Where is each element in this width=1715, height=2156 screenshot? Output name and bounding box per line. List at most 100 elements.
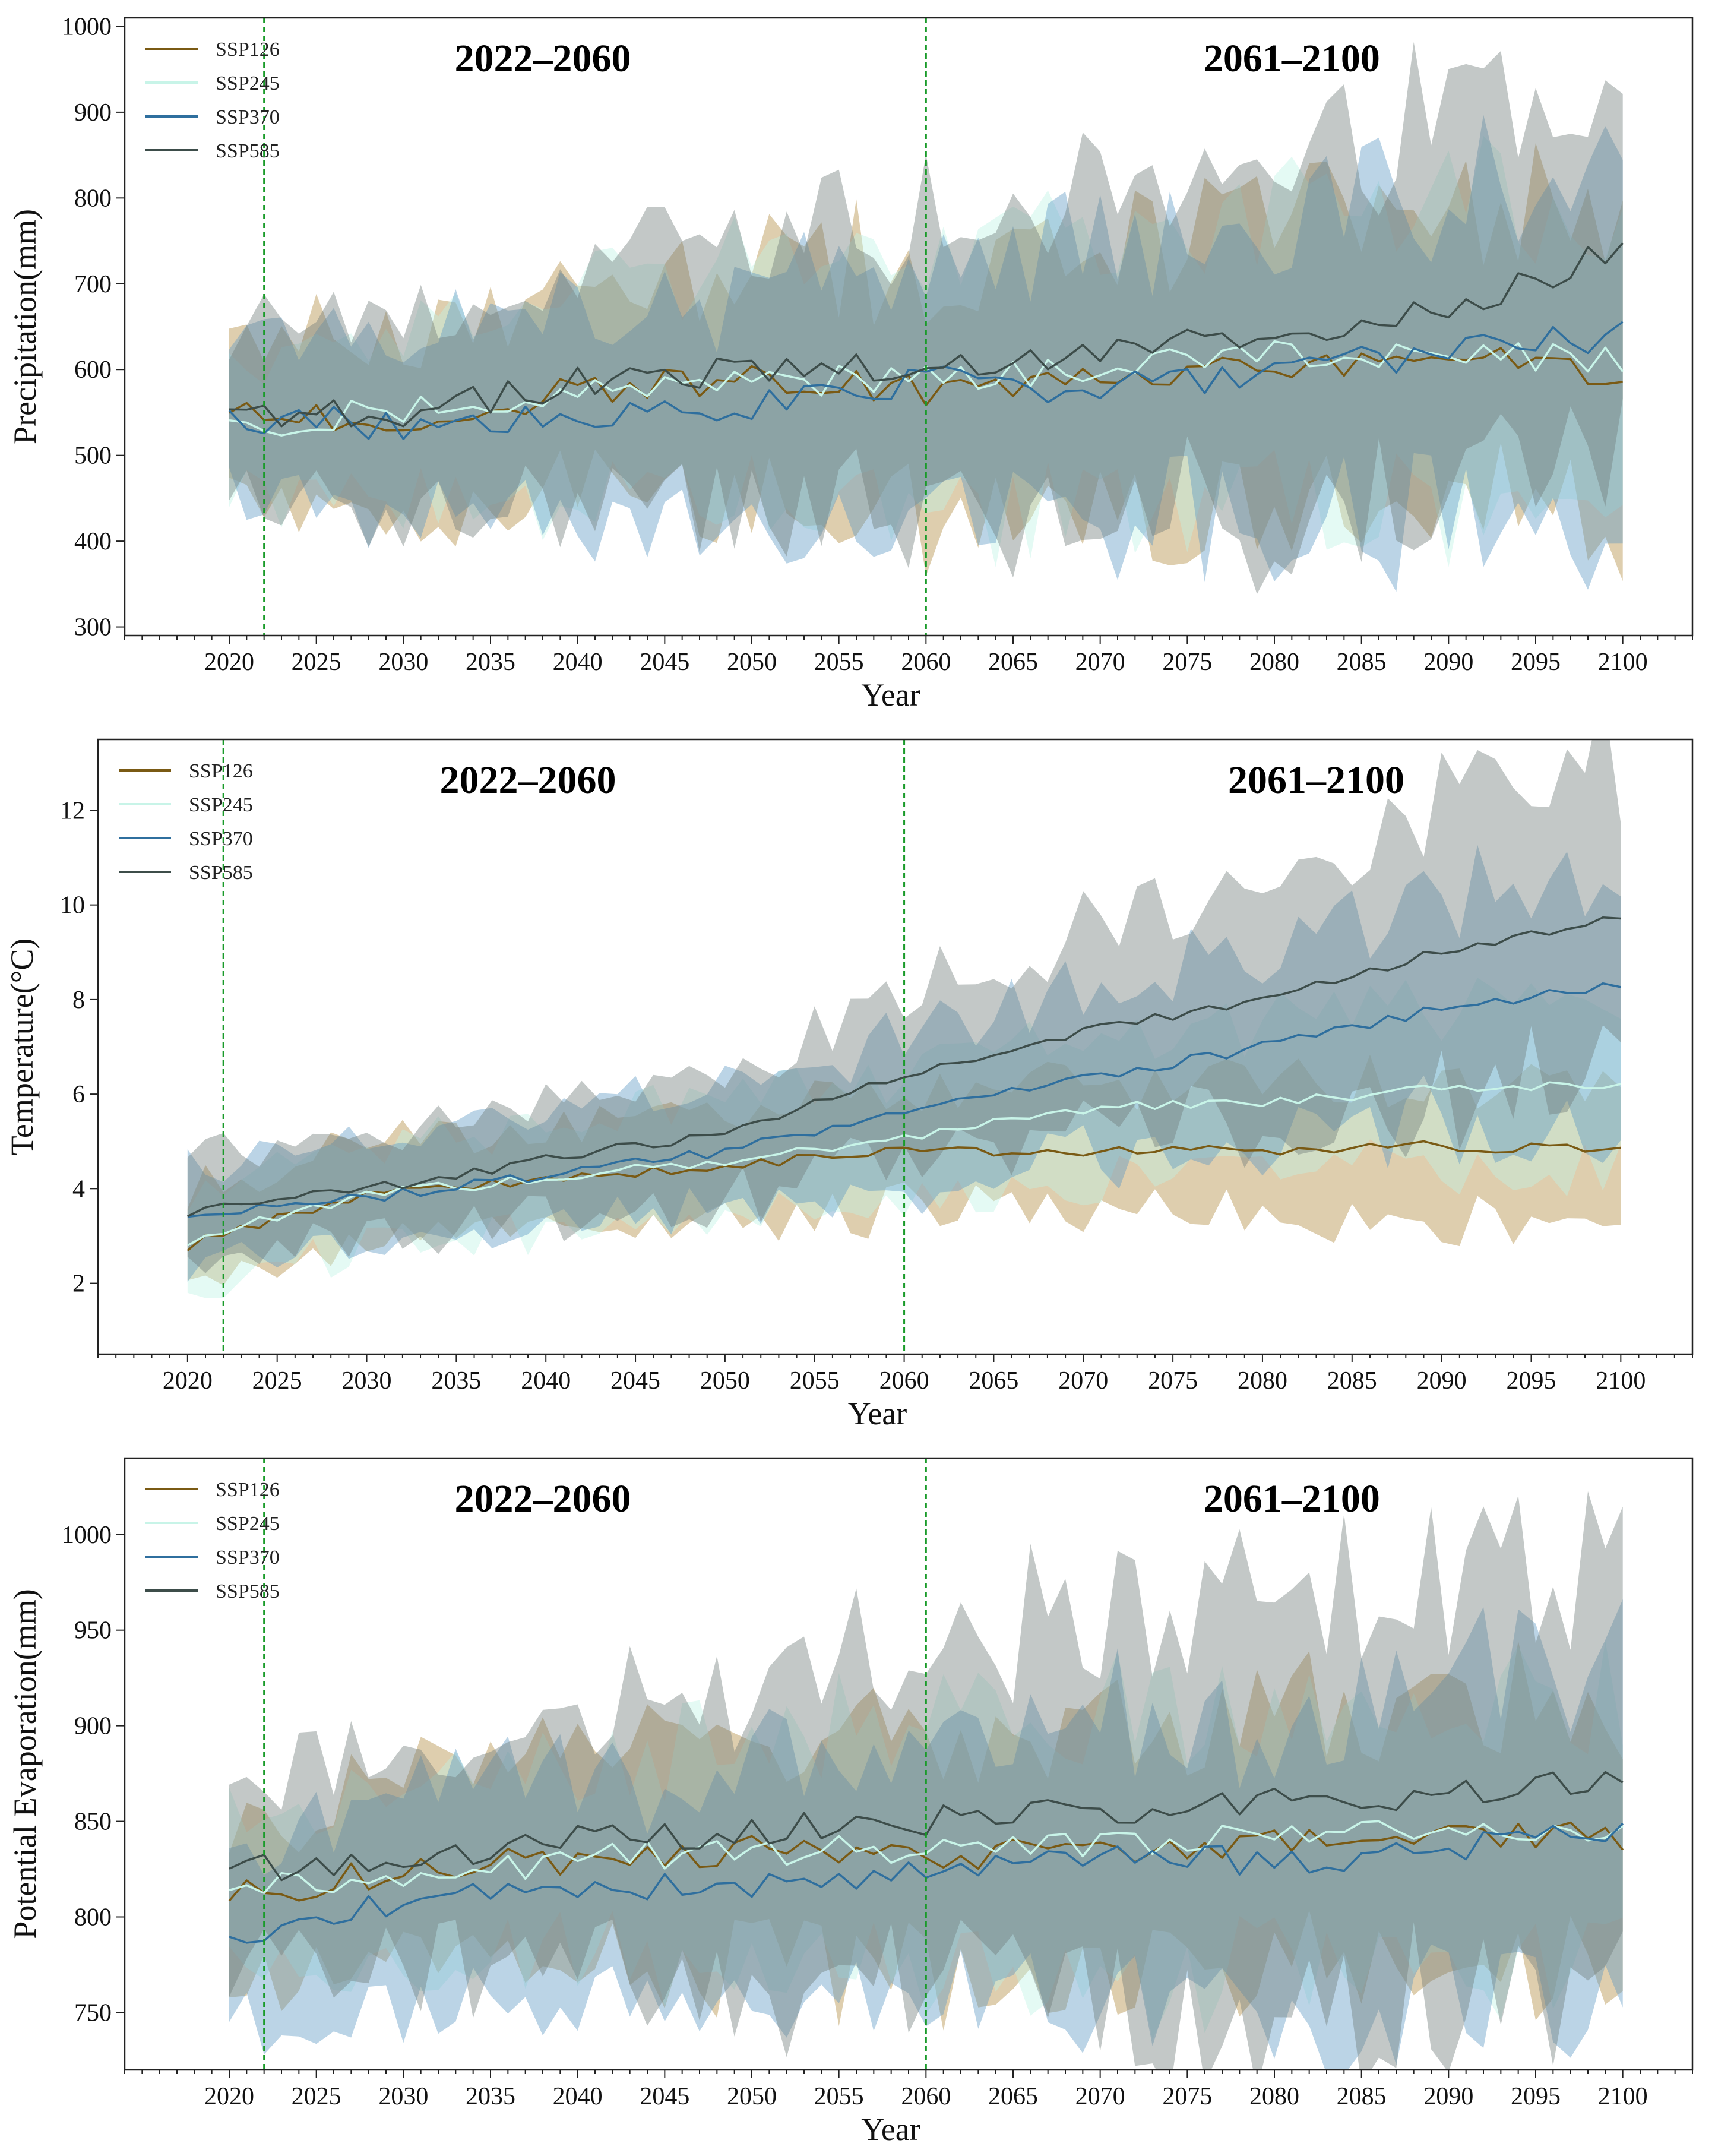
x-tick-label: 2045 bbox=[640, 649, 689, 676]
x-tick-label: 2035 bbox=[466, 649, 515, 676]
y-tick-label: 400 bbox=[74, 528, 112, 555]
legend-label-ssp126: SSP126 bbox=[216, 1479, 280, 1501]
x-tick-label: 2075 bbox=[1162, 2083, 1212, 2110]
x-tick-label: 2060 bbox=[901, 2083, 951, 2110]
x-tick-label: 2090 bbox=[1423, 2083, 1473, 2110]
period-label-2: 2061–2100 bbox=[1204, 37, 1380, 80]
x-tick-label: 2090 bbox=[1417, 1367, 1467, 1395]
chart-panel-3: 2020 2025 2030 2035 2040 2045 2050 2055 2060 2065… bbox=[7, 1457, 1694, 2147]
y-tick-label: 4 bbox=[72, 1175, 85, 1203]
period-label-1: 2022–2060 bbox=[455, 1477, 631, 1520]
x-tick-label: 2085 bbox=[1337, 649, 1387, 676]
x-tick-label: 2070 bbox=[1075, 2083, 1125, 2110]
period-label-2: 2061–2100 bbox=[1204, 1477, 1380, 1520]
x-tick-label: 2080 bbox=[1238, 1367, 1287, 1395]
x-axis-label: Year bbox=[861, 677, 920, 713]
legend: SSP126 SSP245 SSP370 SSP585 bbox=[119, 760, 253, 884]
legend-label-ssp245: SSP245 bbox=[189, 794, 253, 816]
x-tick-label: 2035 bbox=[431, 1367, 481, 1395]
line-ssp126 bbox=[186, 1140, 1621, 1252]
x-tick-label: 2050 bbox=[727, 2083, 777, 2110]
y-tick-label: 500 bbox=[74, 442, 112, 470]
x-tick-label: 2045 bbox=[610, 1367, 660, 1395]
x-tick-label: 2055 bbox=[814, 2083, 864, 2110]
y-tick-label: 12 bbox=[60, 797, 85, 824]
x-tick-label: 2055 bbox=[814, 649, 864, 676]
x-tick-label: 2030 bbox=[378, 649, 428, 676]
legend-label-ssp245: SSP245 bbox=[216, 72, 280, 94]
y-tick-label: 700 bbox=[74, 271, 112, 298]
x-tick-label: 2060 bbox=[901, 649, 951, 676]
x-tick-label: 2040 bbox=[553, 2083, 603, 2110]
y-tick-label: 1000 bbox=[62, 1522, 112, 1549]
legend-label-ssp585: SSP585 bbox=[189, 862, 253, 884]
x-tick-label: 2055 bbox=[790, 1367, 840, 1395]
y-tick-label: 900 bbox=[74, 99, 112, 127]
band-ssp585 bbox=[187, 739, 1621, 1273]
legend-label-ssp245: SSP245 bbox=[216, 1513, 280, 1535]
y-tick-label: 750 bbox=[74, 1999, 112, 2027]
plot-frame bbox=[97, 738, 1694, 1355]
y-tick-label: 6 bbox=[72, 1081, 85, 1108]
x-tick-label: 2100 bbox=[1596, 1367, 1646, 1395]
x-tick-label: 2065 bbox=[988, 2083, 1038, 2110]
legend-label-ssp370: SSP370 bbox=[216, 106, 280, 128]
x-tick-label: 2025 bbox=[292, 649, 341, 676]
x-tick-label: 2040 bbox=[521, 1367, 571, 1395]
x-tick-label: 2030 bbox=[342, 1367, 392, 1395]
x-tick-label: 2100 bbox=[1598, 649, 1648, 676]
band-ssp245 bbox=[187, 978, 1621, 1298]
x-tick-label: 2075 bbox=[1162, 649, 1212, 676]
y-tick-label: 1000 bbox=[62, 13, 112, 40]
x-tick-label: 2060 bbox=[879, 1367, 929, 1395]
line-ssp585 bbox=[187, 916, 1621, 1218]
y-tick-label: 800 bbox=[74, 1904, 112, 1931]
x-tick-label: 2020 bbox=[204, 649, 254, 676]
x-tick-label: 2080 bbox=[1249, 2083, 1299, 2110]
period-label-1: 2022–2060 bbox=[440, 758, 616, 802]
x-tick-label: 2020 bbox=[204, 2083, 254, 2110]
x-tick-label: 2095 bbox=[1511, 649, 1561, 676]
x-tick-label: 2080 bbox=[1249, 649, 1299, 676]
x-tick-label: 2025 bbox=[252, 1367, 302, 1395]
y-tick-label: 850 bbox=[74, 1809, 112, 1836]
x-tick-label: 2025 bbox=[292, 2083, 341, 2110]
x-tick-label: 2075 bbox=[1148, 1367, 1198, 1395]
x-tick-label: 2095 bbox=[1506, 1367, 1556, 1395]
band-ssp585 bbox=[229, 42, 1623, 595]
x-tick-label: 2090 bbox=[1423, 649, 1473, 676]
chart-panel-2: 2020 2025 2030 2035 2040 2045 2050 2055 2060 2065… bbox=[4, 738, 1694, 1431]
y-tick-label: 10 bbox=[60, 892, 85, 919]
line-ssp370 bbox=[187, 982, 1621, 1218]
y-tick-label: 300 bbox=[74, 614, 112, 641]
band-ssp245 bbox=[229, 1640, 1623, 2040]
x-axis-label: Year bbox=[861, 2111, 920, 2147]
x-tick-label: 2100 bbox=[1598, 2083, 1648, 2110]
y-axis-label: Precipitation(mm) bbox=[7, 209, 43, 444]
legend-label-ssp126: SSP126 bbox=[189, 760, 253, 782]
y-tick-label: 2 bbox=[72, 1270, 85, 1298]
x-tick-label: 2045 bbox=[640, 2083, 689, 2110]
legend-label-ssp370: SSP370 bbox=[216, 1547, 280, 1569]
x-tick-label: 2070 bbox=[1075, 649, 1125, 676]
x-tick-label: 2085 bbox=[1337, 2083, 1387, 2110]
x-tick-label: 2070 bbox=[1058, 1367, 1108, 1395]
y-tick-label: 900 bbox=[74, 1713, 112, 1740]
y-axis-label: Potential Evaporation(mm) bbox=[7, 1589, 43, 1939]
legend: SSP126 SSP245 SSP370 SSP585 bbox=[145, 1479, 280, 1602]
x-tick-label: 2065 bbox=[988, 649, 1038, 676]
legend-label-ssp370: SSP370 bbox=[189, 828, 253, 850]
y-tick-label: 950 bbox=[74, 1617, 112, 1645]
chart-panel-1: 2020 2025 2030 2035 2040 2045 2050 2055 2060 2065… bbox=[7, 13, 1694, 713]
y-axis-label: Temperature(°C) bbox=[4, 938, 40, 1156]
x-tick-label: 2035 bbox=[466, 2083, 515, 2110]
legend-label-ssp585: SSP585 bbox=[216, 140, 280, 162]
x-tick-label: 2040 bbox=[553, 649, 603, 676]
y-tick-label: 8 bbox=[72, 987, 85, 1014]
legend: SSP126 SSP245 SSP370 SSP585 bbox=[145, 39, 280, 162]
x-tick-label: 2030 bbox=[378, 2083, 428, 2110]
y-tick-label: 800 bbox=[74, 185, 112, 212]
period-label-1: 2022–2060 bbox=[455, 37, 631, 80]
